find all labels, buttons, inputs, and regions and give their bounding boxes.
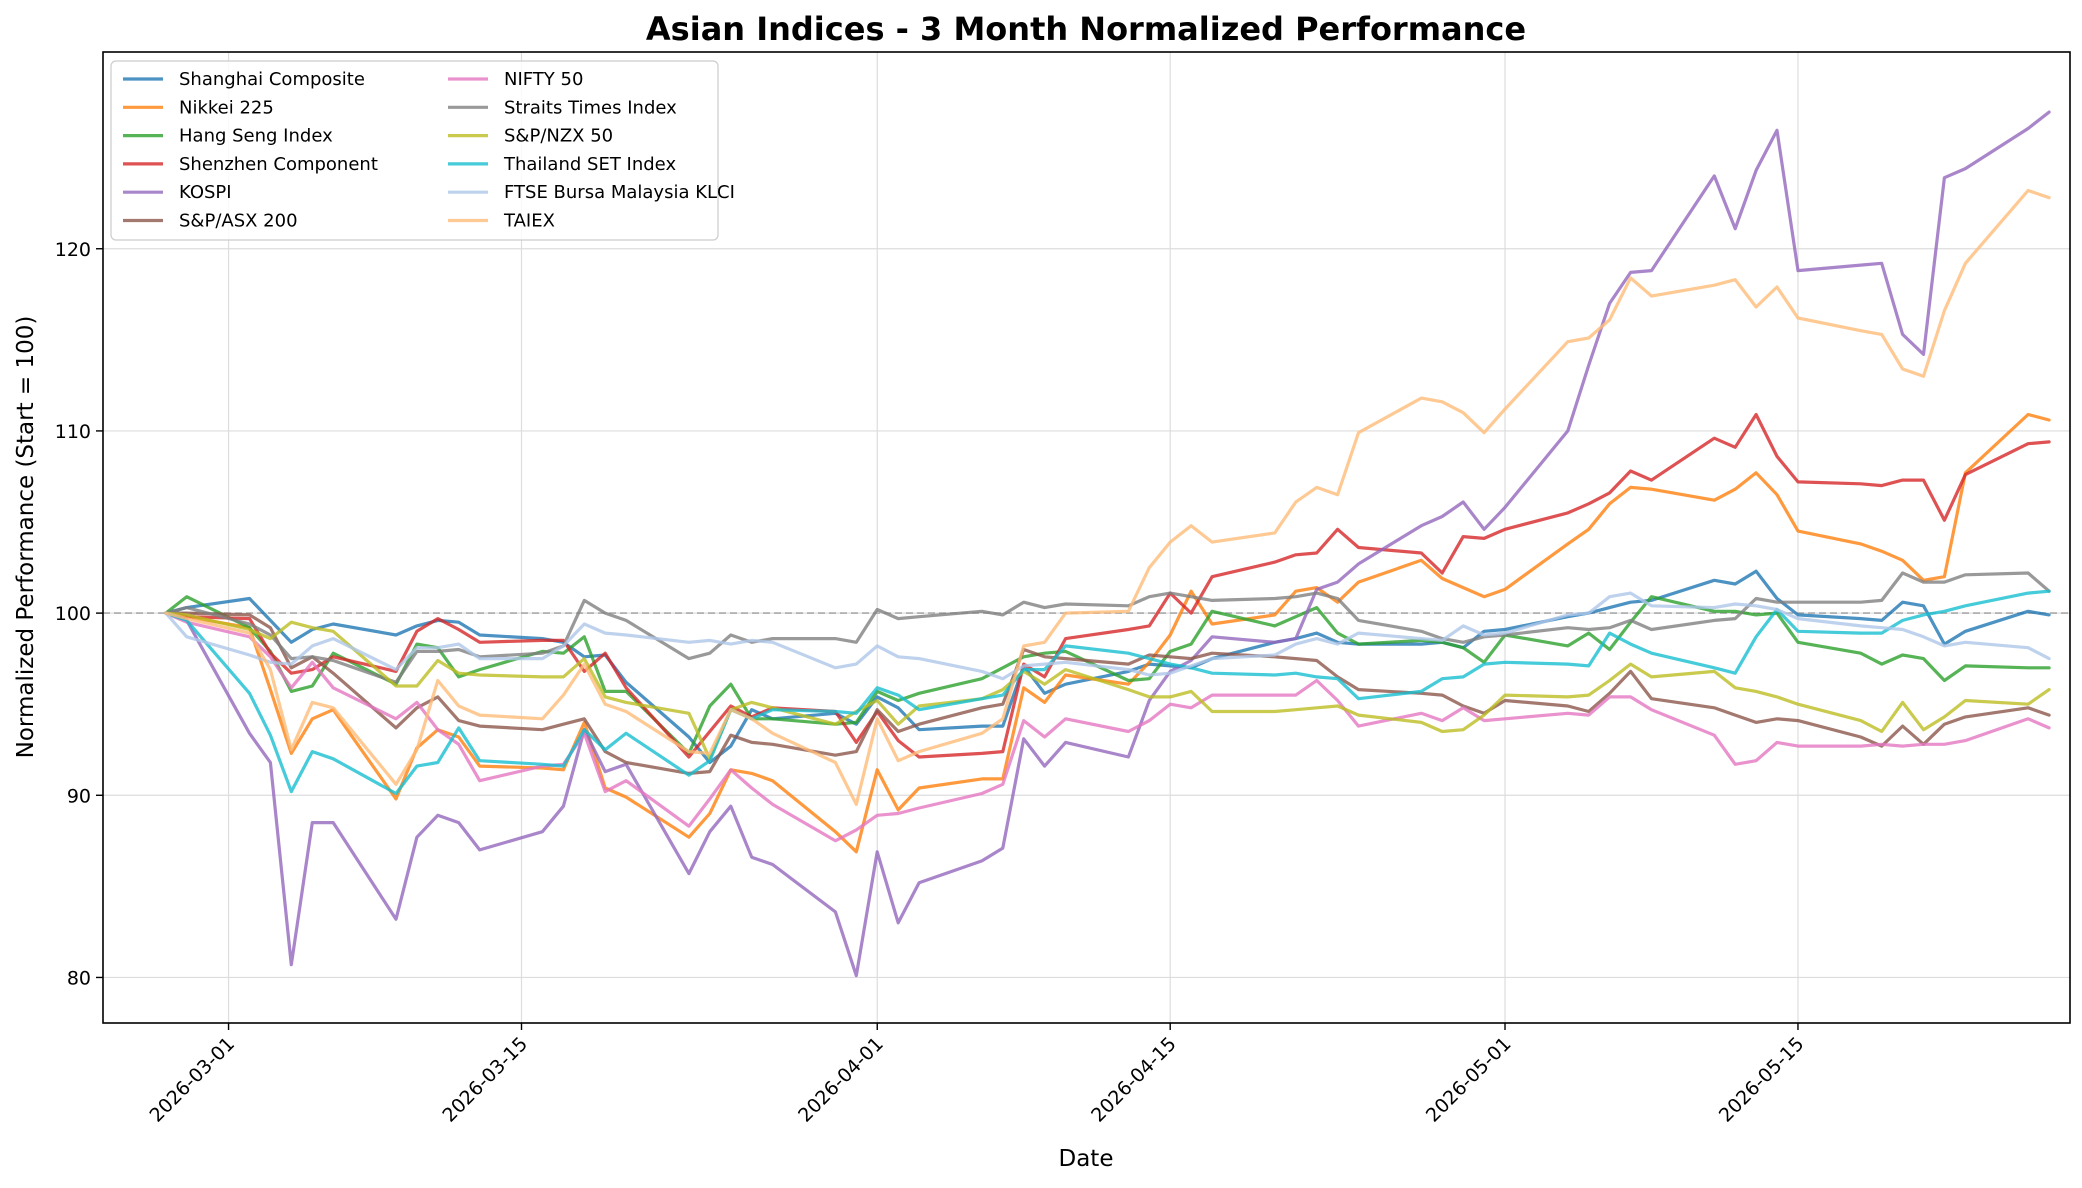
legend-label: NIFTY 50 (504, 69, 583, 90)
y-tick-label: 90 (67, 785, 91, 807)
series-line-10 (164, 591, 2051, 681)
series-line-5 (164, 611, 2051, 775)
series-line-1 (164, 412, 2051, 854)
series-lines (164, 110, 2051, 978)
y-axis-label: Normalized Performance (Start = 100) (13, 316, 39, 759)
legend-label: Hang Seng Index (179, 126, 333, 147)
chart-title: Asian Indices - 3 Month Normalized Perfo… (646, 10, 1526, 48)
legend-label: S&P/ASX 200 (179, 211, 298, 232)
series-line-8 (164, 611, 2051, 761)
y-tick-label: 80 (67, 967, 91, 989)
y-axis-ticks: 80 90 100 110 120 (55, 239, 103, 989)
y-tick-label: 120 (55, 239, 91, 261)
legend-label: FTSE Bursa Malaysia KLCI (504, 182, 735, 203)
y-tick-label: 100 (55, 603, 91, 625)
series-line-11 (164, 188, 2051, 806)
series-line-3 (164, 412, 2051, 759)
legend-label: Shenzhen Component (179, 154, 378, 175)
legend: Shanghai Composite Nikkei 225 Hang Seng In… (110, 60, 735, 241)
series-line-4 (164, 110, 2051, 978)
series-line-0 (164, 569, 2051, 765)
legend-label: Nikkei 225 (179, 97, 274, 118)
legend-label: TAIEX (503, 211, 555, 232)
legend-label: KOSPI (179, 182, 232, 203)
series-line-9 (164, 589, 2051, 796)
legend-label: Straits Times Index (504, 97, 677, 118)
x-axis-label: Date (1059, 1146, 1114, 1172)
plot-frame (102, 51, 2071, 1024)
legend-box (110, 60, 719, 241)
legend-label: Shanghai Composite (179, 69, 365, 90)
legend-label: S&P/NZX 50 (504, 126, 613, 147)
y-tick-label: 110 (55, 421, 91, 443)
legend-label: Thailand SET Index (503, 154, 676, 175)
series-line-6 (164, 611, 2051, 843)
